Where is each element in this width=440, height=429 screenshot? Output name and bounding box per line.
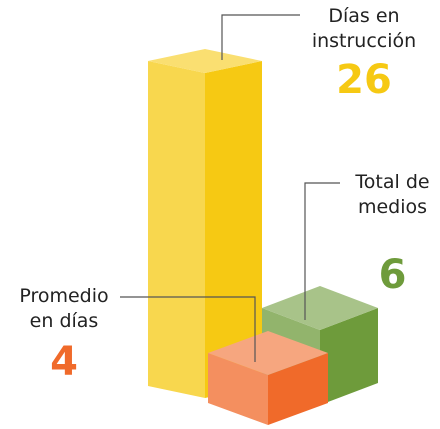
category-label: Total de medios: [355, 171, 430, 218]
bar-top-face: [148, 49, 262, 73]
leader-line: [120, 296, 256, 362]
bar-top-face: [262, 286, 378, 330]
bar-right-face: [320, 308, 378, 405]
leader-line: [221, 14, 300, 60]
value-label: 6: [378, 252, 407, 298]
value-label: 4: [50, 339, 78, 385]
value-label: 26: [336, 57, 392, 103]
category-label: Promedio en días: [19, 285, 109, 332]
bar-top-face: [208, 331, 328, 375]
bar-right-face: [268, 353, 328, 425]
bar-left-face: [148, 61, 205, 398]
bar-left-face: [208, 353, 268, 425]
leader-line: [304, 182, 340, 320]
bar-right-face: [205, 61, 262, 398]
category-label: Días en instrucción: [311, 5, 417, 52]
